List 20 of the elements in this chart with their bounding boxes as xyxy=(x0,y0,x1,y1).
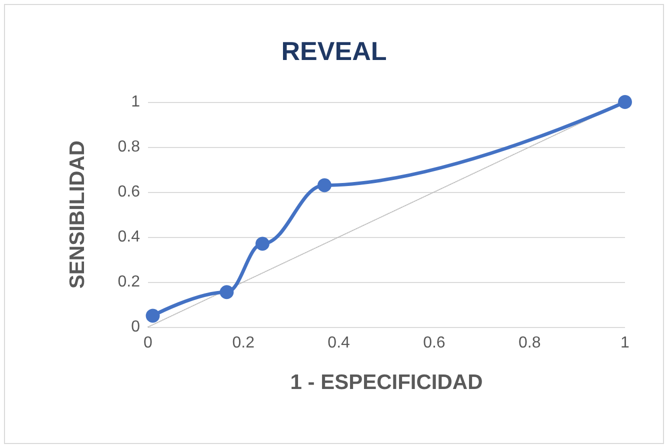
x-tick-label: 0.8 xyxy=(518,334,541,352)
x-tick-label: 0.2 xyxy=(232,334,255,352)
y-tick-label: 0.8 xyxy=(118,138,140,156)
y-tick-label: 0.6 xyxy=(118,184,140,200)
point xyxy=(618,95,632,109)
y-tick-label: 1 xyxy=(131,94,140,110)
y-tick-label: 0 xyxy=(131,318,140,336)
x-tick-label: 0 xyxy=(144,334,153,352)
point xyxy=(146,308,160,323)
y-tick-label: 0.2 xyxy=(118,274,140,290)
x-tick-label: 0.6 xyxy=(423,334,446,352)
point xyxy=(220,285,234,300)
x-tick-label: 0.4 xyxy=(328,334,350,352)
chart-title: REVEAL xyxy=(281,36,387,66)
x-axis-title: 1 - ESPECIFICIDAD xyxy=(290,371,483,394)
y-axis-title: SENSIBILIDAD xyxy=(66,140,89,289)
point xyxy=(255,236,270,251)
point xyxy=(318,178,332,192)
y-tick-label: 0.4 xyxy=(118,228,140,246)
x-tick-label: 1 xyxy=(620,334,630,352)
